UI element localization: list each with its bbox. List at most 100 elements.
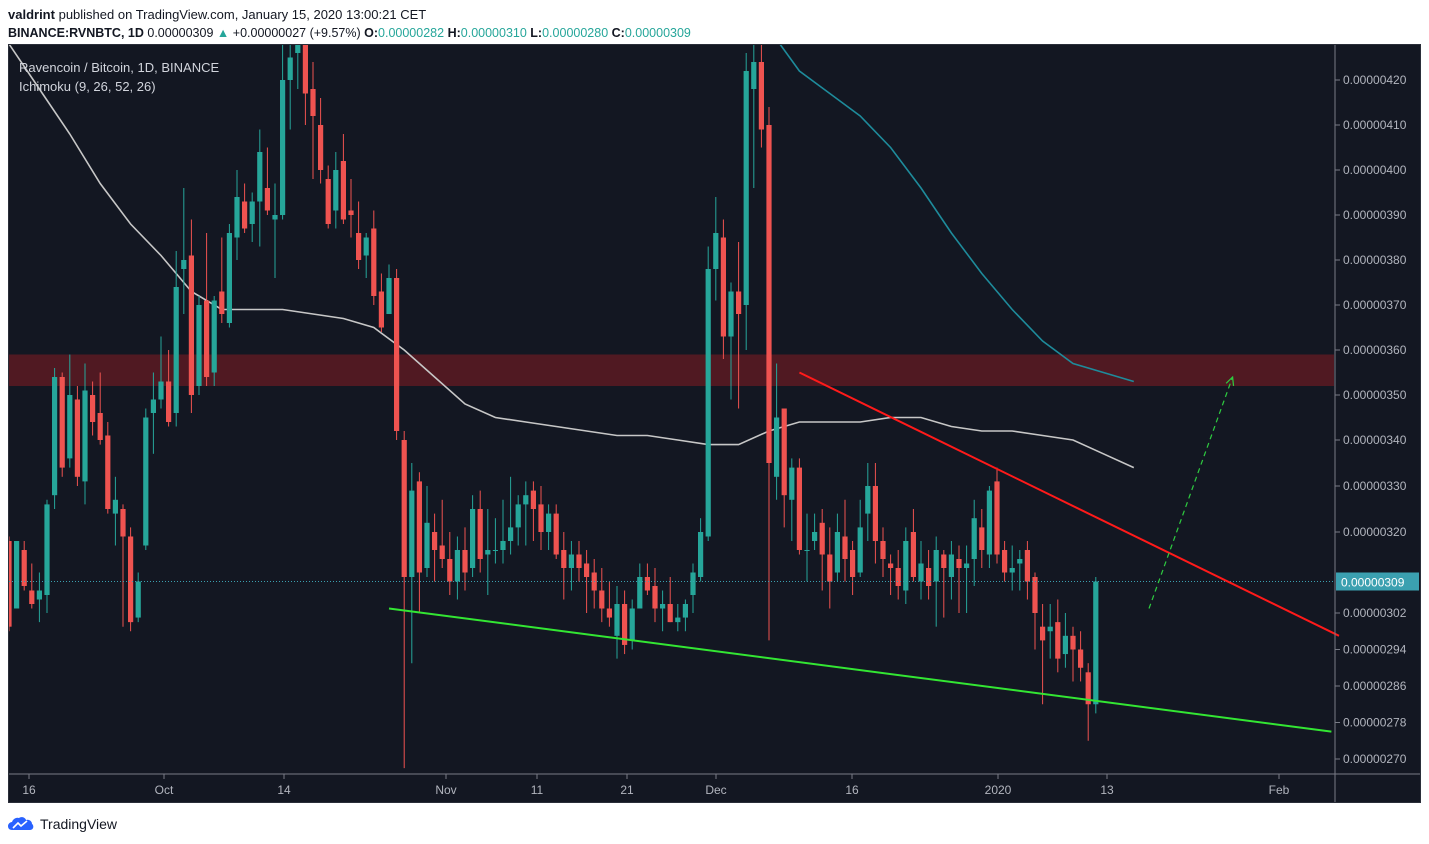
- indicator-legend[interactable]: Ichimoku (9, 26, 52, 26): [19, 79, 156, 94]
- symbol-label: BINANCE:RVNBTC, 1D: [8, 26, 144, 40]
- candle-down: [994, 467, 1000, 564]
- candle-up: [865, 463, 871, 541]
- candle-body: [97, 413, 103, 440]
- close-value: 0.00000309: [624, 26, 691, 40]
- candle-down: [956, 545, 962, 613]
- candle-body: [348, 210, 354, 215]
- candle-up: [834, 513, 840, 582]
- candle-body: [1017, 559, 1023, 564]
- candle-body: [477, 509, 483, 559]
- high-value: 0.00000310: [460, 26, 527, 40]
- price-tick-label: 0.00000370: [1343, 298, 1407, 312]
- price-tick-label: 0.00000340: [1343, 433, 1407, 447]
- candle-down: [1055, 599, 1061, 673]
- candle-body: [698, 532, 704, 577]
- candle-down: [120, 504, 126, 627]
- candle-body: [888, 563, 894, 568]
- candle-down: [394, 269, 400, 440]
- ticker-info: BINANCE:RVNBTC, 1D 0.00000309 ▲ +0.00000…: [8, 26, 691, 40]
- candle-body: [781, 408, 787, 496]
- resistance-zone: [9, 354, 1334, 386]
- candle-body: [363, 237, 369, 256]
- candle-down: [1078, 631, 1084, 682]
- time-tick-label: Feb: [1269, 783, 1290, 797]
- candle-up: [568, 541, 574, 591]
- candle-body: [796, 467, 802, 550]
- candle-down: [1040, 604, 1046, 705]
- high-label: H:: [447, 26, 461, 40]
- candle-body: [986, 490, 992, 555]
- candle-body: [264, 188, 270, 211]
- candle-body: [1062, 635, 1068, 655]
- candle-down: [1032, 572, 1038, 650]
- candle-down: [439, 499, 445, 568]
- candle-up: [257, 129, 263, 247]
- candle-down: [652, 568, 658, 623]
- candle-up: [948, 541, 954, 600]
- tradingview-brand: TradingView: [40, 816, 118, 832]
- price-tick-label: 0.00000270: [1343, 752, 1407, 766]
- candle-up: [14, 541, 20, 609]
- candle-up: [637, 563, 643, 609]
- tradingview-logo[interactable]: TradingView: [8, 816, 117, 832]
- price-chart[interactable]: 0.00000420 0.00000410 0.00000400 0.00000390…: [9, 45, 1420, 802]
- candle-body: [880, 541, 886, 559]
- candle-up: [112, 476, 118, 546]
- candle-body: [424, 522, 430, 568]
- candle-body: [52, 377, 58, 496]
- candle-down: [1085, 663, 1091, 741]
- candle-up: [492, 518, 498, 564]
- price-change: +0.00000027 (+9.57%): [232, 26, 361, 40]
- candle-body: [234, 197, 240, 238]
- candle-up: [728, 282, 734, 400]
- publish-info: valdrint published on TradingView.com, J…: [8, 7, 426, 22]
- candle-body: [926, 568, 932, 586]
- candle-down: [166, 350, 172, 427]
- candle-down: [188, 219, 194, 413]
- candle-up: [272, 183, 278, 278]
- candle-down: [926, 550, 932, 600]
- open-label: O:: [364, 26, 379, 40]
- candle-down: [371, 210, 377, 305]
- candle-down: [318, 98, 324, 184]
- author-name[interactable]: valdrint: [8, 7, 55, 22]
- candle-body: [432, 532, 438, 550]
- candle-body: [660, 604, 666, 609]
- candle-down: [561, 532, 567, 600]
- candle-body: [21, 550, 27, 586]
- candle-body: [158, 381, 164, 400]
- candle-body: [249, 201, 255, 224]
- candle-up: [1062, 613, 1068, 668]
- candle-down: [1070, 626, 1076, 682]
- resistance-zone-layer: [9, 45, 1420, 802]
- candle-up: [234, 170, 240, 260]
- candle-up: [67, 354, 73, 468]
- chart-panel[interactable]: 0.00000420 0.00000410 0.00000400 0.00000390…: [8, 44, 1421, 803]
- candle-up: [812, 513, 818, 550]
- candle-body: [173, 287, 179, 413]
- time-tick-label: Oct: [155, 783, 174, 797]
- candle-body: [188, 255, 194, 395]
- publish-text: published on TradingView.com, January 15…: [58, 7, 427, 22]
- candle-down: [530, 481, 536, 541]
- up-arrow-icon: ▲: [216, 26, 230, 40]
- candle-up: [660, 590, 666, 632]
- candle-up: [614, 586, 620, 659]
- candle-down: [1024, 541, 1030, 600]
- candle-up: [280, 45, 286, 220]
- candle-down: [827, 527, 833, 609]
- candle-down: [781, 408, 787, 528]
- candle-up: [409, 463, 415, 664]
- candle-body: [713, 233, 719, 269]
- candle-body: [637, 577, 643, 609]
- candle-down: [97, 372, 103, 445]
- candle-body: [910, 532, 916, 577]
- candle-up: [470, 495, 476, 577]
- candle-up: [698, 518, 704, 582]
- candle-body: [371, 228, 377, 296]
- candle-body: [720, 237, 726, 337]
- price-tick-label: 0.00000286: [1343, 679, 1407, 693]
- candle-down: [819, 509, 825, 591]
- close-label: C:: [611, 26, 625, 40]
- candle-up: [295, 45, 301, 89]
